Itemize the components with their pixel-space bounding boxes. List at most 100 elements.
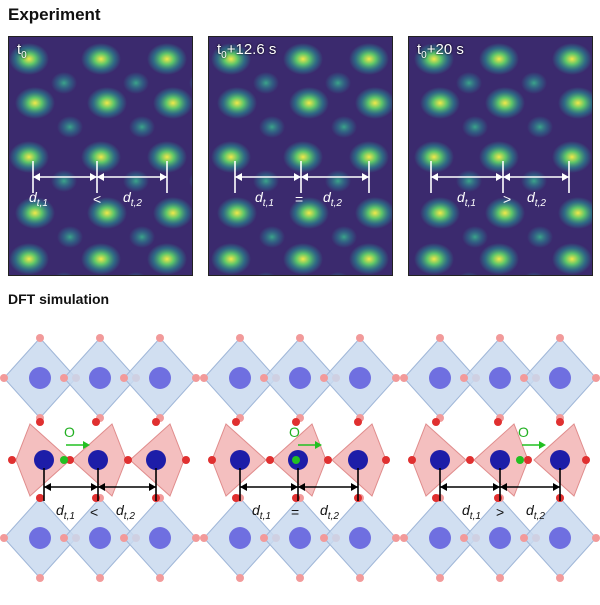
intensity-spot-dim bbox=[189, 75, 192, 91]
oxygen-atom bbox=[524, 456, 532, 464]
cation-atom bbox=[430, 450, 450, 470]
oxygen-atom bbox=[36, 334, 44, 342]
oxygen-atom bbox=[436, 334, 444, 342]
intensity-spot bbox=[9, 141, 49, 173]
distance-label-1: dt,1 bbox=[457, 189, 476, 209]
intensity-spot-dim bbox=[527, 116, 553, 138]
cation-atom bbox=[146, 450, 166, 470]
intensity-spot-dim bbox=[57, 226, 83, 248]
oxygen-atom bbox=[400, 374, 408, 382]
dft-distance-label-2: dt,2 bbox=[320, 502, 339, 522]
intensity-spot-dim bbox=[127, 272, 145, 275]
intensity-spot bbox=[552, 141, 592, 173]
arrow-head bbox=[553, 483, 560, 491]
intensity-spot-dim bbox=[129, 226, 155, 248]
oxygen-atom bbox=[236, 574, 244, 582]
arrow-head bbox=[294, 173, 301, 181]
dft-distance-label-2: dt,2 bbox=[116, 502, 135, 522]
oxygen-atom bbox=[460, 534, 468, 542]
oxygen-label: O bbox=[289, 424, 300, 440]
cation-atom bbox=[550, 450, 570, 470]
arrow-head bbox=[351, 483, 358, 491]
arrow-head bbox=[240, 483, 247, 491]
arrow-head bbox=[301, 173, 308, 181]
intensity-spot bbox=[15, 197, 55, 229]
oxygen-atom bbox=[556, 574, 564, 582]
oxygen-atom bbox=[208, 456, 216, 464]
oxygen-atom bbox=[36, 574, 44, 582]
intensity-spot-dim bbox=[462, 226, 488, 248]
oxygen-atom bbox=[96, 574, 104, 582]
cation-atom bbox=[89, 527, 111, 549]
cation-atom bbox=[489, 367, 511, 389]
oxygen-atom bbox=[0, 374, 8, 382]
intensity-spot bbox=[211, 43, 251, 75]
intensity-spot bbox=[485, 87, 525, 119]
intensity-spot-dim bbox=[331, 116, 357, 138]
intensity-spot bbox=[485, 197, 525, 229]
arrow-head bbox=[315, 441, 322, 449]
cation-atom bbox=[429, 527, 451, 549]
intensity-spot bbox=[87, 197, 127, 229]
arrow-head bbox=[503, 173, 510, 181]
intensity-spot-dim bbox=[525, 272, 543, 275]
cation-atom bbox=[29, 367, 51, 389]
oxygen-atom bbox=[232, 494, 240, 502]
oxygen-atom bbox=[324, 456, 332, 464]
oxygen-atom-green bbox=[516, 456, 524, 464]
oxygen-atom bbox=[556, 418, 564, 426]
oxygen-atom bbox=[382, 456, 390, 464]
intensity-spot bbox=[147, 141, 187, 173]
intensity-spot bbox=[283, 43, 323, 75]
oxygen-atom bbox=[36, 418, 44, 426]
dft-distance-label-1: dt,1 bbox=[252, 502, 271, 522]
oxygen-atom bbox=[60, 534, 68, 542]
arrow-head bbox=[149, 483, 156, 491]
distance-label-1: dt,1 bbox=[29, 189, 48, 209]
oxygen-atom bbox=[408, 456, 416, 464]
dft-comparison-operator: < bbox=[90, 504, 99, 520]
intensity-spot-dim bbox=[331, 226, 357, 248]
intensity-spot bbox=[9, 243, 49, 275]
intensity-spot-dim bbox=[259, 116, 285, 138]
arrow-head bbox=[90, 173, 97, 181]
experiment-panel-1: t0 dt,1 < dt,2 bbox=[8, 36, 193, 276]
intensity-spot-dim bbox=[456, 72, 482, 94]
intensity-spot-dim bbox=[391, 78, 392, 88]
cation-atom bbox=[549, 527, 571, 549]
oxygen-atom bbox=[156, 574, 164, 582]
time-label: t0 bbox=[17, 41, 27, 61]
cation-atom bbox=[349, 367, 371, 389]
cation-atom bbox=[149, 527, 171, 549]
oxygen-atom bbox=[466, 456, 474, 464]
oxygen-atom bbox=[296, 574, 304, 582]
oxygen-atom bbox=[92, 494, 100, 502]
experiment-panel-2: t0+12.6 s dt,1 = dt,2 bbox=[208, 36, 393, 276]
intensity-spot bbox=[355, 87, 392, 119]
arrow-head bbox=[83, 441, 90, 449]
intensity-spot bbox=[349, 243, 389, 275]
intensity-spot bbox=[147, 243, 187, 275]
oxygen-atom bbox=[120, 374, 128, 382]
oxygen-atom bbox=[36, 494, 44, 502]
arrow-head bbox=[562, 173, 569, 181]
intensity-spot bbox=[9, 43, 49, 75]
comparison-operator: > bbox=[503, 191, 512, 207]
oxygen-atom bbox=[320, 374, 328, 382]
oxygen-atom bbox=[436, 574, 444, 582]
cation-atom bbox=[348, 450, 368, 470]
intensity-spot bbox=[479, 243, 519, 275]
cation-atom bbox=[88, 450, 108, 470]
intensity-spot-dim bbox=[51, 170, 77, 192]
arrow-head bbox=[431, 173, 438, 181]
cation-atom bbox=[490, 450, 510, 470]
intensity-map bbox=[9, 37, 192, 275]
oxygen-atom bbox=[496, 334, 504, 342]
intensity-map bbox=[409, 37, 592, 275]
oxygen-atom bbox=[120, 534, 128, 542]
arrow-head bbox=[160, 173, 167, 181]
oxygen-atom bbox=[200, 534, 208, 542]
cation-atom bbox=[29, 527, 51, 549]
arrow-head bbox=[291, 483, 298, 491]
arrow-head bbox=[440, 483, 447, 491]
